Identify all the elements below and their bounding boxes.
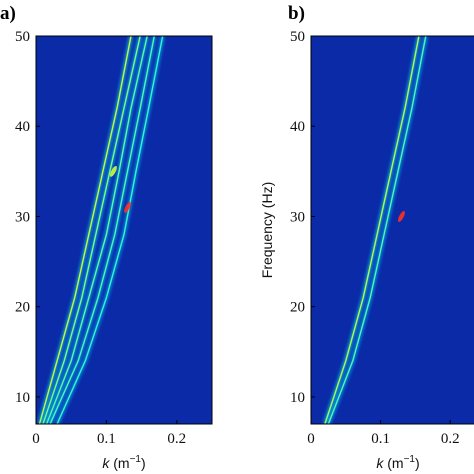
panel-b-x-ticks: 0 0.1 0.2 xyxy=(307,420,460,447)
dispersion-curve xyxy=(324,36,420,424)
panel-a-label: a) xyxy=(0,3,16,24)
panel-a-x-axis-label: k (m−1) xyxy=(102,454,145,471)
y-tick-label: 20 xyxy=(15,300,30,316)
dispersion-curve xyxy=(327,36,427,424)
energy-hotspot xyxy=(124,202,131,213)
x-tick-label: 0 xyxy=(32,431,40,447)
y-tick-label: 50 xyxy=(15,29,30,45)
x-tick-label: 0.1 xyxy=(371,431,390,447)
y-tick-label: 10 xyxy=(290,390,305,406)
dispersion-curve xyxy=(45,36,148,424)
panel-b: b) 0 0.1 0.2 10 20 30 40 50 k (m−1) Frequency … xyxy=(259,3,474,471)
x-tick-label: 0.2 xyxy=(167,431,186,447)
panel-b-label: b) xyxy=(288,3,305,24)
y-tick-label: 30 xyxy=(15,209,30,225)
panel-b-y-ticks: 10 20 30 40 50 xyxy=(290,29,315,406)
panel-a-dispersion-curves xyxy=(37,36,165,424)
dispersion-curve xyxy=(42,36,141,424)
energy-hotspot xyxy=(110,165,117,177)
dispersion-curve xyxy=(49,36,155,424)
panel-b-x-axis-label: k (m−1) xyxy=(376,454,419,471)
panel-b-y-axis-label: Frequency (Hz) xyxy=(259,182,275,278)
x-tick-label: 0.1 xyxy=(97,431,116,447)
panel-a-x-ticks: 0 0.1 0.2 xyxy=(32,420,186,447)
y-tick-label: 30 xyxy=(290,209,305,225)
x-tick-label: 0 xyxy=(307,431,315,447)
y-tick-label: 40 xyxy=(290,119,305,135)
panel-b-frame xyxy=(310,35,474,425)
y-tick-label: 10 xyxy=(15,390,30,406)
dispersion-curve xyxy=(56,36,164,424)
panel-b-plot-area xyxy=(311,36,474,424)
panel-b-dispersion-curves xyxy=(323,36,428,424)
dispersion-curve xyxy=(38,36,132,424)
panel-a-y-ticks: 10 20 30 40 50 xyxy=(15,29,40,406)
y-tick-label: 40 xyxy=(15,119,30,135)
energy-hotspot xyxy=(398,211,405,222)
y-tick-label: 20 xyxy=(290,300,305,316)
x-tick-label: 0.2 xyxy=(441,431,460,447)
panel-a-frame xyxy=(35,35,213,425)
panel-a: a) 0 0.1 0.2 10 20 30 40 50 k (m−1) xyxy=(0,3,213,471)
y-tick-label: 50 xyxy=(290,29,305,45)
